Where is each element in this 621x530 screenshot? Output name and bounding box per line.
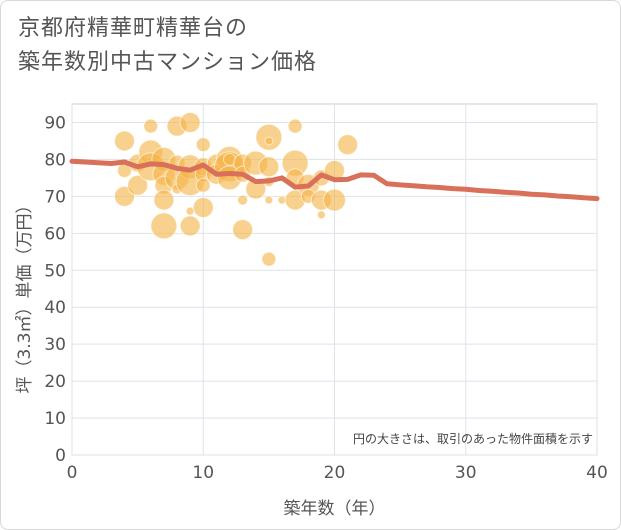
bubble-point bbox=[287, 118, 303, 134]
bubble-size-note: 円の大きさは、取引のあった物件面積を示す bbox=[353, 431, 593, 446]
bubble-point bbox=[337, 134, 359, 156]
y-tick-label: 70 bbox=[44, 187, 66, 207]
bubble-point bbox=[153, 189, 175, 211]
bubble-point bbox=[323, 188, 346, 212]
y-tick-labels: 0 10 20 30 40 50 60 70 80 90 bbox=[44, 113, 66, 466]
y-tick-label: 80 bbox=[44, 150, 66, 170]
y-tick-label: 30 bbox=[44, 335, 66, 355]
y-tick-label: 20 bbox=[44, 372, 66, 392]
bubble-point bbox=[195, 137, 211, 153]
y-tick-label: 10 bbox=[44, 409, 66, 429]
y-tick-label: 90 bbox=[44, 113, 66, 133]
bubble-series bbox=[114, 111, 359, 267]
y-tick-label: 0 bbox=[55, 446, 66, 466]
x-axis-title: 築年数（年） bbox=[284, 499, 386, 519]
bubble-point bbox=[179, 111, 201, 133]
bubble-point bbox=[232, 219, 254, 241]
x-tick-label: 0 bbox=[67, 463, 78, 483]
bubble-point bbox=[150, 212, 178, 240]
bubble-point bbox=[264, 136, 274, 146]
y-tick-label: 60 bbox=[44, 224, 66, 244]
x-tick-label: 30 bbox=[455, 463, 477, 483]
x-tick-label: 20 bbox=[324, 463, 346, 483]
chart-title-line-2: 築年数別中古マンション価格 bbox=[18, 50, 318, 75]
trend-line bbox=[69, 158, 600, 202]
trend-line-series bbox=[69, 158, 600, 202]
x-tick-label: 10 bbox=[192, 463, 214, 483]
x-tick-labels: 0 10 20 30 40 bbox=[67, 463, 608, 483]
bubble-point bbox=[261, 251, 277, 267]
y-tick-label: 50 bbox=[44, 261, 66, 281]
bubble-point bbox=[258, 156, 280, 178]
bubble-point bbox=[114, 130, 135, 152]
y-axis-title: 坪（3.3㎡）単価（万円） bbox=[15, 196, 35, 393]
chart-title-line-1: 京都府精華町精華台の bbox=[18, 16, 249, 41]
bubble-point bbox=[179, 215, 201, 237]
bubble-point bbox=[316, 210, 326, 220]
bubble-point bbox=[192, 196, 214, 218]
bubble-point bbox=[143, 118, 159, 134]
bubble-point bbox=[127, 174, 149, 196]
chart-title: 京都府精華町精華台の 築年数別中古マンション価格 bbox=[18, 12, 317, 80]
y-tick-label: 40 bbox=[44, 298, 66, 318]
bubble-point bbox=[195, 177, 211, 193]
bubble-point bbox=[237, 194, 249, 206]
x-tick-label: 40 bbox=[586, 463, 608, 483]
bubble-point bbox=[264, 195, 274, 205]
